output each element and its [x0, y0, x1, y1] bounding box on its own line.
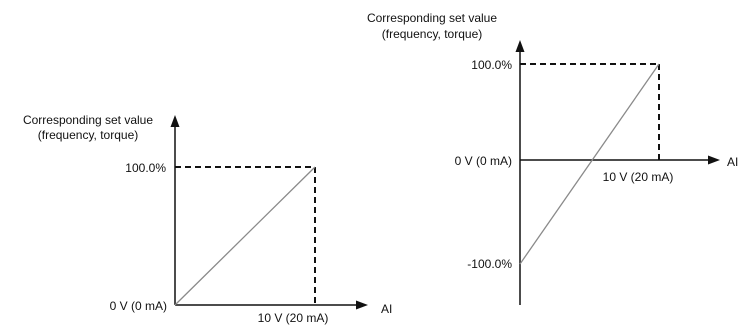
right-y-tick-top: 100.0% — [471, 58, 512, 72]
right-origin-label: 0 V (0 mA) — [455, 154, 512, 168]
left-y-tick-top: 100.0% — [125, 161, 166, 175]
right-series-line — [519, 63, 660, 265]
left-x-axis-arrow — [356, 300, 368, 310]
right-x-tick-label: 10 V (20 mA) — [603, 170, 674, 184]
right-y-axis-arrow — [515, 40, 525, 52]
left-origin-label: 0 V (0 mA) — [110, 299, 167, 313]
right-x-axis-arrow — [708, 155, 720, 165]
right-y-tick-bottom: -100.0% — [467, 257, 512, 271]
right-ylabel-line1: Corresponding set value — [367, 11, 497, 25]
left-xlabel: AI — [381, 302, 392, 316]
left-ylabel-line1: Corresponding set value — [23, 113, 153, 127]
left-ylabel-line2: (frequency, torque) — [38, 128, 139, 142]
right-chart: Corresponding set value (frequency, torq… — [367, 11, 738, 305]
left-chart: Corresponding set value (frequency, torq… — [23, 113, 392, 325]
right-ylabel-line2: (frequency, torque) — [382, 27, 483, 41]
left-x-tick-label: 10 V (20 mA) — [258, 311, 329, 325]
left-y-axis-arrow — [170, 115, 180, 127]
right-xlabel: AI — [727, 155, 738, 169]
left-series-line — [174, 166, 316, 306]
